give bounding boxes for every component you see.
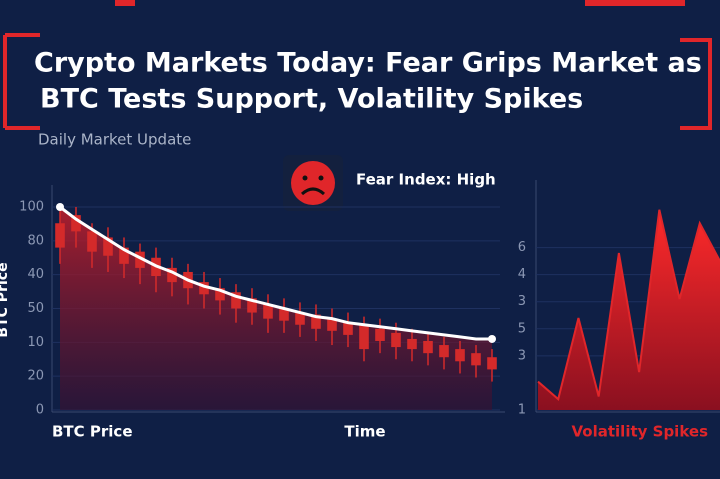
candle-body [455,349,465,362]
candle-body [311,314,321,329]
candle-body [55,223,65,248]
y-tick-label: 40 [27,267,44,282]
y-tick-label: 100 [19,200,44,215]
x-axis-label: Time [344,423,385,441]
y-tick-label: 6 [518,240,526,255]
candle-body [247,298,257,313]
candle-body [71,215,81,232]
candle-body [87,231,97,252]
trend-point [56,203,64,211]
y-tick-label: 4 [518,267,526,282]
accent [585,0,685,6]
y-tick-label: 1 [518,403,526,418]
x-label: BTC Price [52,423,133,441]
candle-body [279,308,289,321]
fear-label: Fear Index: High [356,171,496,189]
candle-body [471,353,481,366]
candle-body [119,247,129,264]
y-tick-label: 50 [27,301,44,316]
candle-body [327,318,337,331]
y-tick-label: 3 [518,294,526,309]
volatility-area [538,209,720,410]
fear-icon-eye [318,175,324,181]
candle-body [215,288,225,301]
title: BTC Tests Support, Volatility Spikes [40,84,583,115]
candle-body [135,251,145,268]
candle-body [295,312,305,325]
title: Crypto Markets Today: Fear Grips Market … [34,48,702,79]
candle-body [423,340,433,354]
candle-body [407,338,417,350]
y-tick-label: 5 [518,321,526,336]
candle-body [103,237,113,256]
subtitle: Daily Market Update [38,131,191,149]
trend-point [488,334,496,343]
candle-body [231,292,241,309]
fear-icon-eye [302,175,308,181]
volatility-line [537,209,720,401]
y-axis-label: BTC Price [0,262,11,337]
candle-body [359,324,369,350]
y-tick-label: 80 [27,233,44,248]
candle-body [199,282,209,295]
candle-body [263,304,273,319]
y-tick-label: 3 [518,348,526,363]
candle-body [439,345,449,358]
candle-body [167,267,177,283]
candle-body [391,332,401,348]
y-tick-label: 10 [27,335,44,350]
bracket-left [3,33,40,130]
accent [115,0,135,6]
bracket-right [680,38,712,130]
candle-body [375,328,385,341]
y-tick-label: 20 [27,369,44,384]
y-tick-label: 0 [36,403,44,418]
candle-body [343,322,353,335]
fear-icon [291,161,335,205]
x-axis-label: Volatility Spikes [572,423,709,441]
fear-icon-mouth [300,187,326,196]
trend-line [59,205,492,341]
candle-body [487,357,497,370]
trend-area [60,207,492,410]
